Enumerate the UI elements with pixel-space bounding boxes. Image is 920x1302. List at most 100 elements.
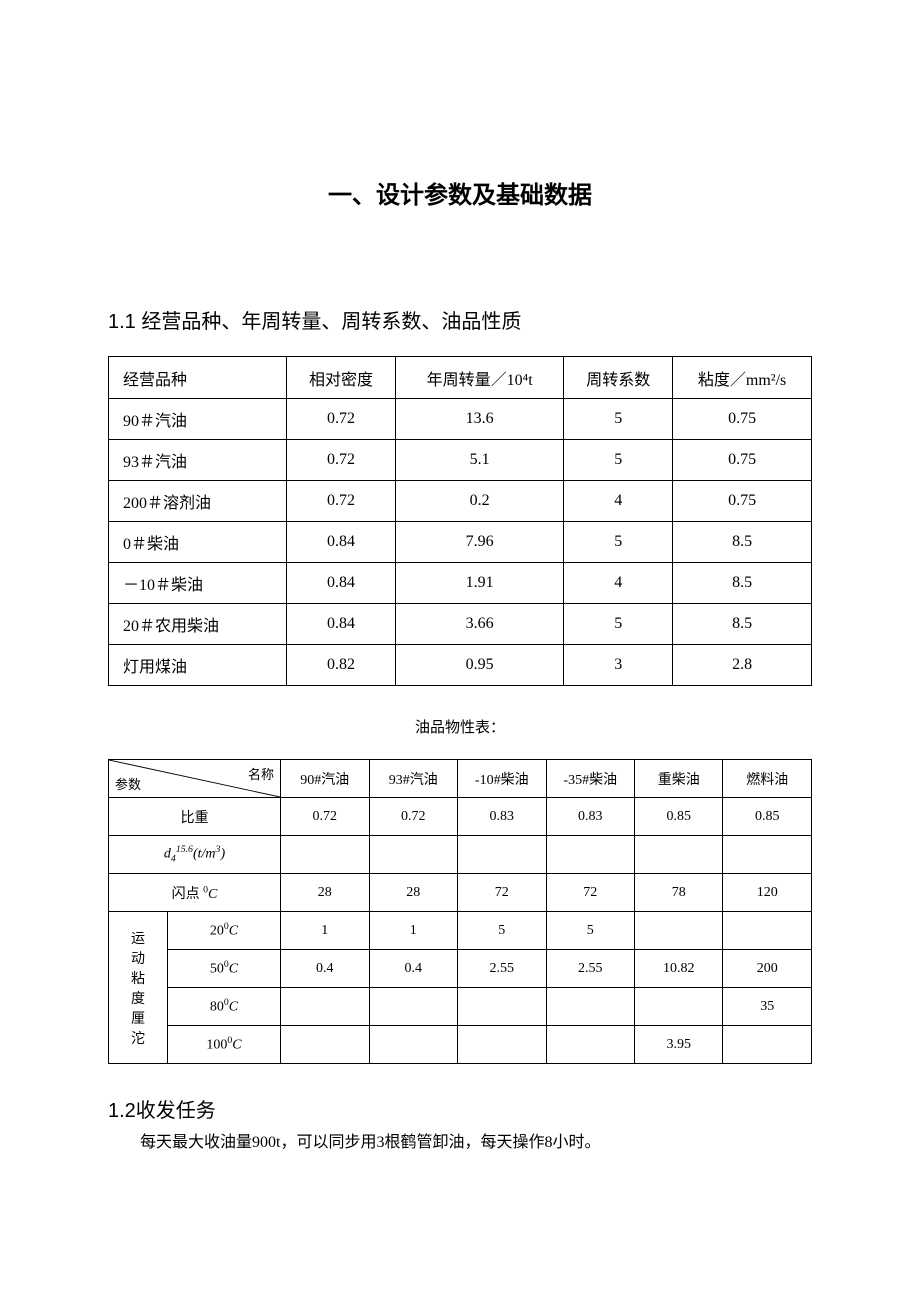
cell xyxy=(458,988,546,1026)
cell: 8.5 xyxy=(673,604,812,645)
cell: 0.4 xyxy=(281,950,369,988)
cell: 1.91 xyxy=(396,563,564,604)
cell: 2.8 xyxy=(673,645,812,686)
table-row: d415.6(t/m3) xyxy=(109,836,812,874)
cell: 4 xyxy=(564,563,673,604)
cell: 0.72 xyxy=(281,798,369,836)
cell xyxy=(723,1026,812,1064)
cell xyxy=(281,836,369,874)
section-2-body: 每天最大收油量900t，可以同步用3根鹤管卸油，每天操作8小时。 xyxy=(108,1129,812,1158)
cell: 200＃溶剂油 xyxy=(109,481,287,522)
cell: 0.95 xyxy=(396,645,564,686)
col-header: 燃料油 xyxy=(723,760,812,798)
row-sublabel: 1000C xyxy=(167,1026,280,1064)
cell xyxy=(723,836,812,874)
cell: 13.6 xyxy=(396,399,564,440)
cell: 72 xyxy=(546,874,634,912)
diag-left-label: 参数 xyxy=(115,774,141,793)
cell: 0.85 xyxy=(723,798,812,836)
cell: 0.4 xyxy=(369,950,457,988)
table2-caption: 油品物性表： xyxy=(108,716,812,737)
header-cell: 经营品种 xyxy=(109,357,287,399)
cell: 35 xyxy=(723,988,812,1026)
table-row: 运动粘度厘沱 200C 1 1 5 5 xyxy=(109,912,812,950)
row-group-label: 运动粘度厘沱 xyxy=(109,912,168,1064)
cell: 2.55 xyxy=(458,950,546,988)
cell: 5 xyxy=(564,522,673,563)
table-row: 0＃柴油0.847.9658.5 xyxy=(109,522,812,563)
cell: 90＃汽油 xyxy=(109,399,287,440)
col-header: -10#柴油 xyxy=(458,760,546,798)
products-table: 经营品种 相对密度 年周转量／10⁴t 周转系数 粘度／mm²/s 90＃汽油 0… xyxy=(108,356,812,686)
cell: 72 xyxy=(458,874,546,912)
cell: －10＃柴油 xyxy=(109,563,287,604)
row-label: 闪点 0C xyxy=(109,874,281,912)
table-row: －10＃柴油0.841.9148.5 xyxy=(109,563,812,604)
cell: 4 xyxy=(564,481,673,522)
cell xyxy=(723,912,812,950)
diagonal-header-cell: 参数 名称 xyxy=(109,760,281,798)
cell: 0.85 xyxy=(634,798,722,836)
cell: 2.55 xyxy=(546,950,634,988)
header-cell: 年周转量／10⁴t xyxy=(396,357,564,399)
cell: 7.96 xyxy=(396,522,564,563)
main-title: 一、设计参数及基础数据 xyxy=(108,175,812,210)
cell: 3.95 xyxy=(634,1026,722,1064)
table-row: 800C 35 xyxy=(109,988,812,1026)
cell: 28 xyxy=(369,874,457,912)
cell: 3 xyxy=(564,645,673,686)
cell: 20＃农用柴油 xyxy=(109,604,287,645)
cell xyxy=(369,988,457,1026)
cell xyxy=(634,988,722,1026)
row-sublabel: 800C xyxy=(167,988,280,1026)
cell: 8.5 xyxy=(673,522,812,563)
header-cell: 相对密度 xyxy=(287,357,396,399)
table-row: 经营品种 相对密度 年周转量／10⁴t 周转系数 粘度／mm²/s xyxy=(109,357,812,399)
cell: 1 xyxy=(369,912,457,950)
cell: 5 xyxy=(564,440,673,481)
table-row: 1000C 3.95 xyxy=(109,1026,812,1064)
cell xyxy=(281,1026,369,1064)
cell: 5 xyxy=(546,912,634,950)
row-label-formula: d415.6(t/m3) xyxy=(109,836,281,874)
col-header: 90#汽油 xyxy=(281,760,369,798)
cell xyxy=(546,988,634,1026)
cell: 3.66 xyxy=(396,604,564,645)
section-1-heading: 1.1 经营品种、年周转量、周转系数、油品性质 xyxy=(108,305,812,334)
cell: 0.84 xyxy=(287,522,396,563)
cell xyxy=(458,836,546,874)
col-header: -35#柴油 xyxy=(546,760,634,798)
cell: 5 xyxy=(564,399,673,440)
col-header: 重柴油 xyxy=(634,760,722,798)
header-cell: 粘度／mm²/s xyxy=(673,357,812,399)
table-row: 93＃汽油0.725.150.75 xyxy=(109,440,812,481)
cell: 8.5 xyxy=(673,563,812,604)
cell xyxy=(369,836,457,874)
cell: 200 xyxy=(723,950,812,988)
table-row: 200＃溶剂油0.720.240.75 xyxy=(109,481,812,522)
cell: 93＃汽油 xyxy=(109,440,287,481)
cell xyxy=(281,988,369,1026)
cell: 28 xyxy=(281,874,369,912)
cell: 10.82 xyxy=(634,950,722,988)
cell xyxy=(458,1026,546,1064)
cell: 120 xyxy=(723,874,812,912)
cell xyxy=(369,1026,457,1064)
table-row: 闪点 0C 28 28 72 72 78 120 xyxy=(109,874,812,912)
col-header: 93#汽油 xyxy=(369,760,457,798)
cell: 0.84 xyxy=(287,604,396,645)
cell: 78 xyxy=(634,874,722,912)
cell xyxy=(546,836,634,874)
cell: 1 xyxy=(281,912,369,950)
cell: 5 xyxy=(458,912,546,950)
table-row: 比重 0.72 0.72 0.83 0.83 0.85 0.85 xyxy=(109,798,812,836)
header-cell: 周转系数 xyxy=(564,357,673,399)
cell: 5.1 xyxy=(396,440,564,481)
cell xyxy=(634,836,722,874)
cell xyxy=(634,912,722,950)
cell: 0.75 xyxy=(673,481,812,522)
table-row: 20＃农用柴油0.843.6658.5 xyxy=(109,604,812,645)
properties-table: 参数 名称 90#汽油 93#汽油 -10#柴油 -35#柴油 重柴油 燃料油 … xyxy=(108,759,812,1064)
table-row: 灯用煤油0.820.9532.8 xyxy=(109,645,812,686)
cell: 0.72 xyxy=(369,798,457,836)
